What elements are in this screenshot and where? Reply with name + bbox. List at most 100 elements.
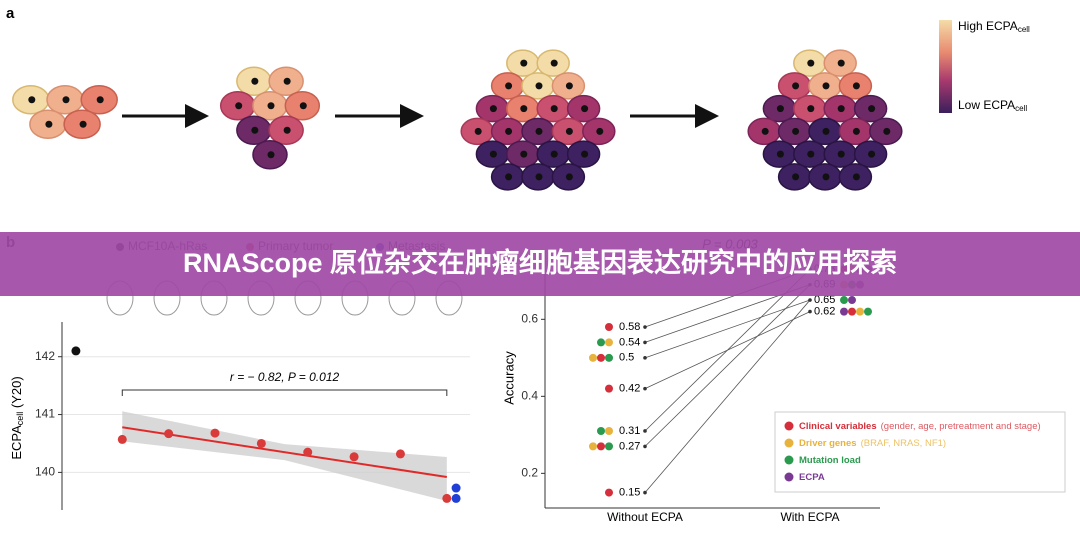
- y-tick-label: 0.6: [521, 311, 538, 325]
- feature-dot: [589, 442, 597, 451]
- nucleus: [822, 127, 830, 135]
- feature-dot: [589, 353, 597, 362]
- nucleus: [792, 173, 800, 181]
- nucleus: [520, 105, 528, 113]
- trend-line: [122, 426, 447, 479]
- feature-dot: [605, 384, 613, 393]
- value-label: 0.58: [619, 321, 640, 333]
- nucleus: [489, 105, 497, 113]
- nucleus: [267, 151, 275, 159]
- nucleus: [267, 102, 275, 110]
- connector: [644, 284, 811, 447]
- nucleus: [251, 126, 259, 134]
- connector: [644, 299, 811, 359]
- feature-dot: [605, 323, 613, 332]
- x-tick-label: Without ECPA: [607, 510, 683, 524]
- feature-dot: [864, 307, 872, 316]
- nucleus: [505, 82, 513, 90]
- value-label: 0.42: [619, 383, 640, 395]
- value-label: 0.31: [619, 425, 640, 437]
- value-label: 0.62: [814, 306, 835, 318]
- legend-high: High ECPAcell: [958, 19, 1030, 34]
- y-axis-label-sub: cell: [15, 412, 25, 426]
- point: [303, 447, 313, 457]
- nucleus: [807, 59, 815, 67]
- feature-dot: [605, 426, 613, 435]
- nucleus: [776, 150, 784, 158]
- nucleus: [852, 173, 860, 181]
- y-axis-label: Accuracy: [501, 351, 516, 405]
- point: [395, 449, 405, 459]
- legend-name: ECPA: [799, 472, 825, 483]
- connector: [644, 268, 811, 432]
- nucleus: [235, 102, 243, 110]
- point: [808, 309, 812, 314]
- nucleus: [792, 127, 800, 135]
- y-axis-label-main: ECPA: [9, 425, 24, 460]
- feature-dot: [597, 426, 605, 435]
- point: [643, 340, 647, 345]
- connector: [644, 299, 811, 493]
- feature-dot: [840, 296, 848, 305]
- nucleus: [581, 150, 589, 158]
- y-tick-label: 0.2: [521, 466, 538, 480]
- banner: [0, 232, 1080, 296]
- nucleus: [565, 173, 573, 181]
- feature-dot: [605, 338, 613, 347]
- nucleus: [283, 77, 291, 85]
- nucleus: [581, 105, 589, 113]
- nucleus: [535, 82, 543, 90]
- feature-dot: [840, 307, 848, 316]
- legend-label: Clinical variables (gender, age, pretreat…: [799, 421, 1041, 432]
- value-label: 0.15: [619, 487, 640, 499]
- legend-swatch: [784, 421, 794, 431]
- nucleus: [45, 120, 53, 128]
- nucleus: [852, 82, 860, 90]
- point: [643, 429, 647, 433]
- nucleus: [299, 102, 307, 110]
- feature-dot: [605, 488, 613, 497]
- confidence-band: [122, 411, 447, 502]
- point: [442, 493, 452, 503]
- x-tick-label: With ECPA: [780, 510, 839, 524]
- y-tick-label: 0.4: [521, 389, 538, 403]
- bracket: [121, 389, 448, 396]
- point: [117, 434, 127, 444]
- feature-dot: [856, 307, 864, 316]
- nucleus: [550, 59, 558, 67]
- panel-label: a: [6, 5, 15, 22]
- y-tick-label: 140: [35, 465, 55, 479]
- nucleus: [520, 59, 528, 67]
- legend-label: ECPA: [799, 472, 825, 483]
- point: [643, 356, 647, 360]
- banner-title: RNAScope 原位杂交在肿瘤细胞基因表达研究中的应用探索: [183, 247, 897, 278]
- legend-box: [774, 411, 1066, 493]
- point: [808, 298, 812, 302]
- point: [164, 429, 174, 439]
- legend-low: Low ECPAcell: [958, 98, 1027, 113]
- nucleus: [283, 126, 291, 134]
- annotation: r = − 0.82, P = 0.012: [230, 370, 340, 384]
- legend-name: Mutation load: [799, 455, 861, 466]
- legend-name: Clinical variables: [799, 421, 877, 432]
- point: [643, 444, 647, 449]
- nucleus: [792, 82, 800, 90]
- cell-clusters: [12, 49, 903, 191]
- point: [71, 346, 81, 356]
- point: [643, 325, 647, 329]
- legend-label: Mutation load: [799, 455, 861, 466]
- nucleus: [776, 105, 784, 113]
- nucleus: [474, 127, 482, 135]
- feature-dot: [605, 353, 613, 362]
- nucleus: [883, 127, 891, 135]
- nucleus: [565, 82, 573, 90]
- nucleus: [62, 96, 70, 104]
- nucleus: [505, 173, 513, 181]
- nucleus: [837, 59, 845, 67]
- nucleus: [550, 150, 558, 158]
- y-tick-label: 141: [35, 407, 55, 421]
- legend-note: (BRAF, NRAS, NF1): [861, 438, 947, 449]
- nucleus: [822, 173, 830, 181]
- point: [643, 386, 647, 391]
- point: [643, 490, 647, 495]
